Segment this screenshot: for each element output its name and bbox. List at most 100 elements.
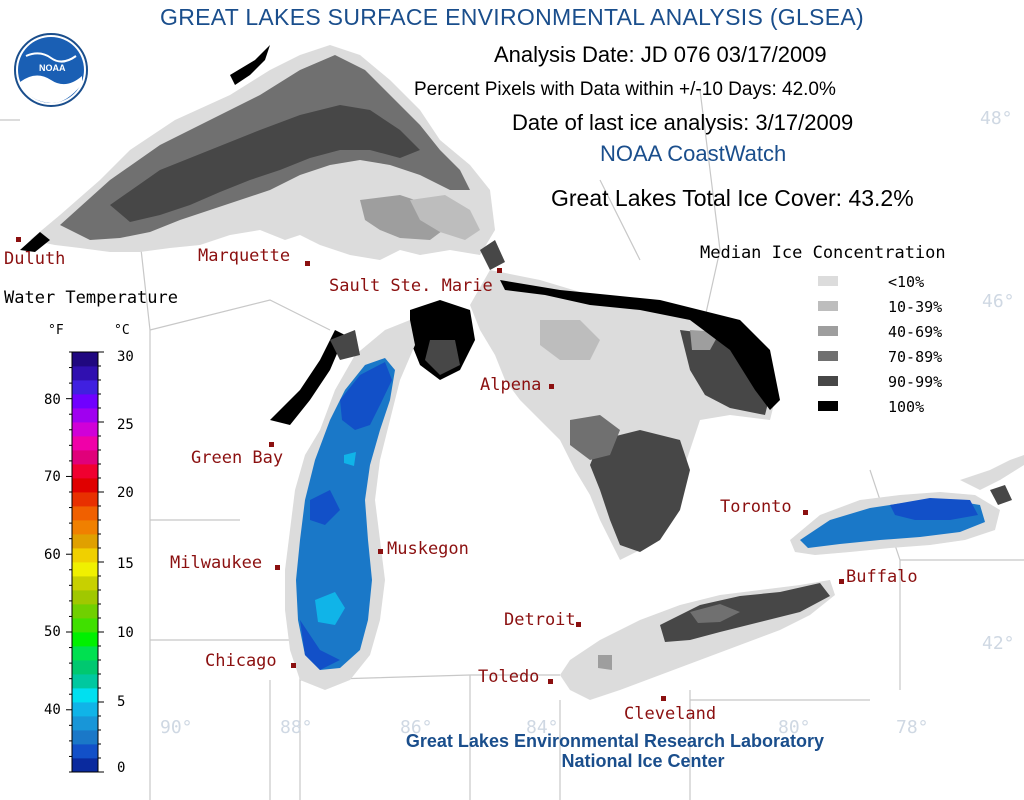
temperature-color-segment bbox=[72, 702, 98, 717]
city-label-alpena: Alpena bbox=[480, 375, 542, 395]
city-marker bbox=[275, 565, 280, 570]
ice-legend-label: <10% bbox=[888, 273, 925, 291]
temperature-color-segment bbox=[72, 534, 98, 549]
lake-huron bbox=[410, 270, 780, 560]
last-ice-analysis-date: Date of last ice analysis: 3/17/2009 bbox=[512, 110, 854, 135]
city-marker bbox=[839, 579, 844, 584]
city-marker bbox=[16, 237, 21, 242]
temperature-color-segment bbox=[72, 562, 98, 577]
city-marker bbox=[291, 663, 296, 668]
temperature-color-segment bbox=[72, 436, 98, 451]
ice-legend-label: 10-39% bbox=[888, 298, 943, 316]
fahrenheit-tick: 80 bbox=[44, 392, 61, 408]
temperature-color-segment bbox=[72, 352, 98, 367]
unit-celsius: °C bbox=[114, 323, 130, 338]
ice-legend-swatch bbox=[818, 326, 838, 336]
ice-legend-swatch bbox=[818, 301, 838, 311]
ice-legend-label: 70-89% bbox=[888, 348, 943, 366]
temperature-color-segment bbox=[72, 744, 98, 759]
fahrenheit-tick: 40 bbox=[44, 702, 61, 718]
lake-superior bbox=[20, 45, 505, 270]
temperature-color-segment bbox=[72, 660, 98, 675]
ice-legend-swatch bbox=[818, 276, 838, 286]
noaa-logo bbox=[14, 33, 88, 107]
city-marker bbox=[305, 261, 310, 266]
temperature-color-segment bbox=[72, 688, 98, 703]
city-label-toronto: Toronto bbox=[720, 497, 792, 517]
city-marker bbox=[269, 442, 274, 447]
fahrenheit-tick: 50 bbox=[44, 624, 61, 640]
latitude-label: 42° bbox=[982, 633, 1015, 654]
analysis-date: Analysis Date: JD 076 03/17/2009 bbox=[494, 42, 827, 67]
celsius-tick: 25 bbox=[117, 417, 134, 433]
footer-lab-credit: Great Lakes Environmental Research Labor… bbox=[405, 731, 825, 751]
ice-legend-label: 40-69% bbox=[888, 323, 943, 341]
total-ice-cover: Great Lakes Total Ice Cover: 43.2% bbox=[551, 185, 914, 211]
temperature-color-segment bbox=[72, 618, 98, 633]
unit-fahrenheit: °F bbox=[48, 323, 64, 338]
latitude-label: 48° bbox=[980, 108, 1013, 129]
longitude-label: 90° bbox=[160, 717, 193, 738]
lake-michigan bbox=[270, 320, 415, 690]
city-label-milwaukee: Milwaukee bbox=[170, 553, 263, 573]
city-label-toledo: Toledo bbox=[478, 667, 540, 687]
temperature-color-segment bbox=[72, 366, 98, 381]
ice-legend-swatch bbox=[818, 376, 838, 386]
city-label-sault-ste-marie: Sault Ste. Marie bbox=[329, 276, 493, 296]
temperature-color-segment bbox=[72, 520, 98, 535]
city-label-marquette: Marquette bbox=[198, 246, 291, 266]
temperature-color-segment bbox=[72, 450, 98, 465]
temperature-color-segment bbox=[72, 422, 98, 437]
temperature-color-segment bbox=[72, 478, 98, 493]
fahrenheit-tick: 60 bbox=[44, 547, 61, 563]
ice-legend-swatches bbox=[818, 276, 838, 411]
temperature-color-segment bbox=[72, 492, 98, 507]
fahrenheit-tick: 70 bbox=[44, 469, 61, 485]
ice-legend-label: 90-99% bbox=[888, 373, 943, 391]
city-label-detroit: Detroit bbox=[504, 610, 576, 630]
lake-erie bbox=[560, 580, 835, 700]
longitude-label: 88° bbox=[280, 717, 313, 738]
longitude-label: 78° bbox=[896, 717, 929, 738]
ice-legend-label: 100% bbox=[888, 398, 925, 416]
city-marker bbox=[497, 268, 502, 273]
ice-legend-swatch bbox=[818, 401, 838, 411]
page-title: GREAT LAKES SURFACE ENVIRONMENTAL ANALYS… bbox=[160, 4, 864, 30]
celsius-tick: 5 bbox=[117, 694, 126, 710]
temperature-color-segment bbox=[72, 590, 98, 605]
temperature-color-segment bbox=[72, 604, 98, 619]
city-marker bbox=[803, 510, 808, 515]
temperature-color-segment bbox=[72, 394, 98, 409]
city-label-green-bay: Green Bay bbox=[191, 448, 284, 468]
temperature-color-segment bbox=[72, 408, 98, 423]
city-marker bbox=[548, 679, 553, 684]
noaa-logo-text: NOAA bbox=[39, 63, 66, 73]
percent-pixels-with-data: Percent Pixels with Data within +/-10 Da… bbox=[414, 79, 836, 100]
city-marker bbox=[549, 384, 554, 389]
temperature-color-bar bbox=[66, 351, 104, 773]
footer-ice-center-credit: National Ice Center bbox=[561, 751, 725, 771]
celsius-tick: 15 bbox=[117, 556, 134, 572]
temperature-color-segment bbox=[72, 380, 98, 395]
ice-legend-title: Median Ice Concentration bbox=[700, 243, 946, 263]
lake-ontario bbox=[790, 455, 1024, 555]
temperature-color-segment bbox=[72, 646, 98, 661]
temperature-color-segment bbox=[72, 716, 98, 731]
city-marker bbox=[661, 696, 666, 701]
celsius-tick: 20 bbox=[117, 485, 134, 501]
city-label-buffalo: Buffalo bbox=[846, 567, 918, 587]
latitude-label: 46° bbox=[982, 291, 1015, 312]
longitude-label: 80° bbox=[778, 717, 811, 738]
temperature-color-segment bbox=[72, 730, 98, 745]
city-label-cleveland: Cleveland bbox=[624, 704, 717, 724]
city-label-duluth: Duluth bbox=[4, 249, 66, 269]
temperature-color-segment bbox=[72, 758, 98, 773]
city-marker bbox=[576, 622, 581, 627]
temperature-color-segment bbox=[72, 674, 98, 689]
city-markers bbox=[16, 237, 844, 701]
coastwatch-label: NOAA CoastWatch bbox=[600, 141, 787, 166]
city-marker bbox=[378, 549, 383, 554]
city-label-muskegon: Muskegon bbox=[387, 539, 469, 559]
temperature-color-segment bbox=[72, 464, 98, 479]
